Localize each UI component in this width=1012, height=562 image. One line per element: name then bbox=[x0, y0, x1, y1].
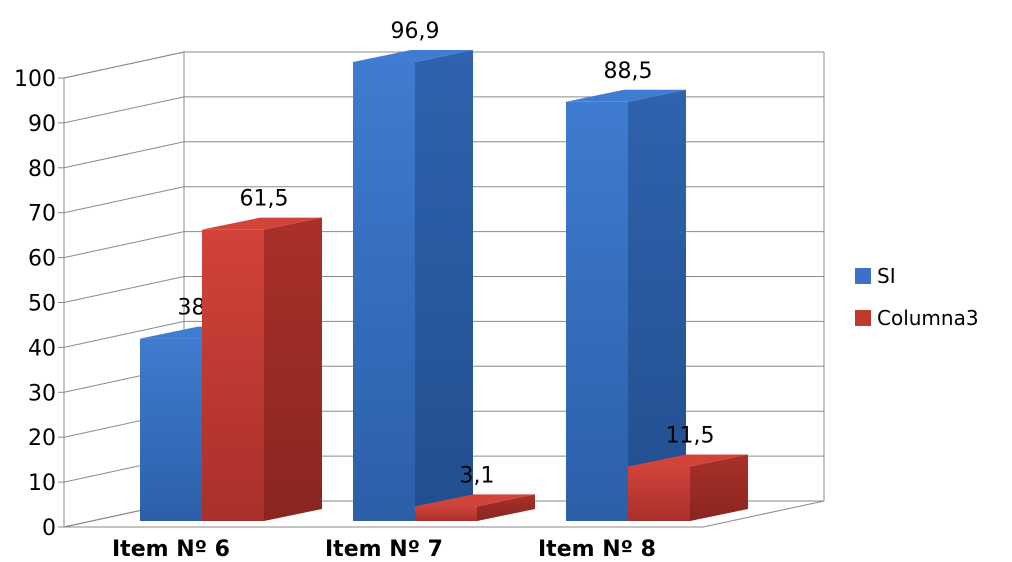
data-label: 3,1 bbox=[460, 463, 495, 488]
y-tick-label: 90 bbox=[28, 112, 56, 137]
legend-swatch bbox=[855, 310, 871, 326]
gridline-side bbox=[63, 96, 185, 124]
x-category-label: Item Nº 7 bbox=[325, 537, 443, 562]
legend-label: SI bbox=[877, 264, 896, 288]
x-axis-category-labels: Item Nº 6 Item Nº 7 Item Nº 8 bbox=[112, 537, 656, 562]
data-label: 96,9 bbox=[391, 19, 440, 44]
bar-front bbox=[415, 506, 477, 521]
bar-top bbox=[628, 454, 748, 467]
bar-side bbox=[477, 494, 535, 521]
y-tick-label: 100 bbox=[14, 67, 56, 92]
y-tick-label: 30 bbox=[28, 381, 56, 406]
y-tick-label: 60 bbox=[28, 247, 56, 272]
bar-top bbox=[353, 50, 473, 62]
bar-si-2: 88,5 bbox=[566, 59, 686, 521]
y-tick-label: 10 bbox=[28, 471, 56, 496]
gridline-side bbox=[63, 231, 185, 259]
x-category-label: Item Nº 6 bbox=[112, 537, 230, 562]
y-tick-label: 70 bbox=[28, 202, 56, 227]
gridline-side bbox=[63, 51, 185, 79]
bar-columna3-0: 61,5 bbox=[202, 187, 322, 521]
legend-item-0: SI bbox=[855, 264, 896, 288]
legend-item-1: Columna3 bbox=[855, 306, 979, 330]
y-tick-label: 50 bbox=[28, 292, 56, 317]
bar-si-1: 96,9 bbox=[353, 19, 473, 521]
bar-top bbox=[415, 494, 535, 507]
y-tick-label: 20 bbox=[28, 426, 56, 451]
bar-top bbox=[202, 217, 322, 230]
gridline-side bbox=[63, 320, 185, 348]
bar-columna3-2: 11,5 bbox=[628, 424, 748, 521]
bar-side bbox=[415, 50, 473, 521]
bar-front bbox=[628, 466, 690, 521]
bar-side bbox=[628, 89, 686, 521]
bar-top bbox=[566, 89, 686, 102]
bar-front bbox=[140, 338, 202, 521]
bar-front bbox=[353, 62, 415, 521]
gridline-side bbox=[63, 186, 185, 214]
bars: 38,561,596,93,188,511,5 bbox=[140, 19, 748, 521]
bar-front bbox=[202, 229, 264, 521]
data-label: 61,5 bbox=[240, 187, 289, 212]
legend: SI Columna3 bbox=[855, 264, 979, 330]
legend-label: Columna3 bbox=[877, 306, 979, 330]
gridline-side bbox=[63, 141, 185, 169]
data-label: 11,5 bbox=[666, 424, 715, 449]
bar-side bbox=[690, 454, 748, 521]
bar-columna3-1: 3,1 bbox=[415, 463, 535, 521]
bar-front bbox=[566, 101, 628, 521]
bar-side bbox=[264, 217, 322, 521]
gridline-side bbox=[63, 276, 185, 303]
y-tick-label: 80 bbox=[28, 157, 56, 182]
data-label: 88,5 bbox=[604, 59, 653, 84]
y-tick-label: 40 bbox=[28, 336, 56, 361]
legend-swatch bbox=[855, 268, 871, 284]
x-category-label: Item Nº 8 bbox=[538, 537, 656, 562]
y-axis-tick-labels: 0 10 20 30 40 50 60 70 80 90 100 bbox=[14, 67, 56, 541]
y-tick-label: 0 bbox=[42, 516, 56, 541]
